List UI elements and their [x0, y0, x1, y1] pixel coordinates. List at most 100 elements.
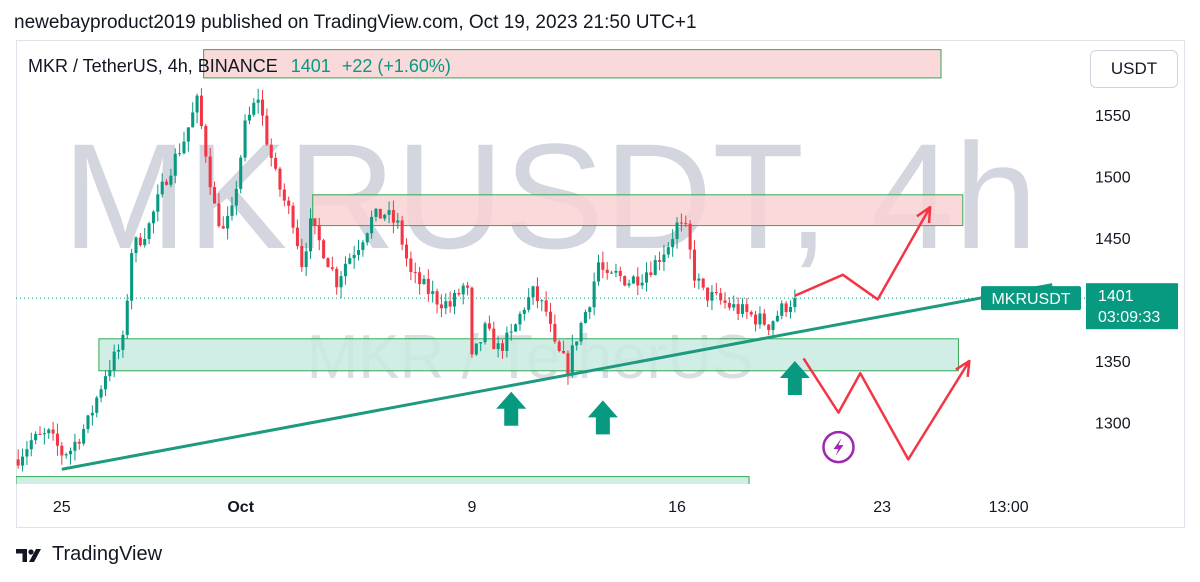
candle-body: [531, 286, 535, 298]
candle-body: [387, 210, 391, 215]
candle-body: [740, 304, 745, 314]
candle-body: [518, 313, 522, 325]
candle-body: [544, 300, 548, 312]
candle-body: [631, 276, 635, 284]
projection-down-path: [802, 357, 971, 461]
candle-body: [522, 309, 526, 314]
candle-body: [313, 218, 317, 226]
candle-body: [426, 278, 430, 294]
candle-body: [278, 168, 282, 190]
projection-down-path-arrowhead: [955, 359, 971, 377]
candle-body: [466, 285, 470, 288]
candle-body: [780, 303, 784, 316]
candle-body: [370, 216, 374, 234]
candle-body: [452, 292, 457, 307]
candle-body: [505, 332, 509, 351]
price-tag-value: 1401: [1098, 288, 1134, 305]
candle-body: [749, 312, 753, 315]
candle-body: [69, 450, 73, 455]
candle-body: [723, 300, 727, 303]
candle-body: [112, 351, 116, 371]
candle-body: [579, 323, 583, 342]
candle-body: [226, 215, 230, 229]
candle-body: [793, 298, 797, 308]
candle-body: [614, 270, 618, 273]
x-tick-label: 25: [53, 499, 71, 516]
candle-body: [688, 223, 692, 250]
candle-body: [457, 292, 461, 295]
candle-body: [295, 227, 299, 247]
candle-body: [47, 429, 51, 434]
candle-body: [343, 263, 347, 277]
candle-body: [483, 323, 487, 343]
candle-body: [771, 321, 775, 330]
candle-body: [108, 370, 112, 377]
y-tick-label: 1500: [1095, 169, 1131, 186]
candle-body: [500, 343, 505, 351]
symbol-name[interactable]: MKR / TetherUS, 4h, BINANCE: [28, 56, 278, 76]
candle-body: [86, 415, 90, 430]
candle-body: [95, 397, 99, 413]
price-tag-symbol-bg: [981, 286, 1081, 311]
candle-body: [361, 242, 365, 251]
candle-body: [29, 440, 33, 450]
candle-body: [21, 456, 25, 466]
candle-body: [378, 208, 382, 219]
y-tick-label: 1550: [1095, 108, 1131, 125]
candle-body: [448, 301, 452, 307]
candle-body: [623, 276, 627, 286]
candle-body: [775, 315, 779, 322]
candle-body: [736, 304, 740, 314]
candle-body: [514, 324, 518, 332]
candle-body: [662, 254, 666, 262]
candle-body: [553, 323, 557, 342]
candle-body: [204, 126, 208, 157]
candle-body: [422, 278, 426, 285]
y-tick-label: 1300: [1095, 415, 1131, 432]
publish-info: newebayproduct2019 published on TradingV…: [14, 12, 697, 33]
candle-body: [732, 304, 736, 308]
candle-body: [701, 278, 705, 288]
candle-body: [684, 223, 688, 225]
candle-body: [304, 251, 308, 268]
candle-body: [55, 433, 59, 446]
candle-body: [326, 258, 330, 268]
candle-body: [191, 112, 195, 128]
candle-body: [322, 240, 326, 259]
projection-up-path: [794, 206, 932, 301]
candle-body: [575, 341, 579, 346]
candle-body: [605, 269, 609, 273]
candle-body: [38, 433, 42, 435]
candle-body: [239, 157, 243, 189]
candle-body: [692, 249, 697, 281]
candle-body: [130, 253, 134, 301]
candle-body: [627, 283, 631, 286]
zone-resistance-mid: [312, 194, 964, 227]
x-tick-label: 23: [873, 499, 891, 516]
candle-body: [391, 210, 395, 223]
candle-body: [90, 412, 94, 416]
legend-change: +22 (+1.60%): [341, 56, 451, 76]
x-tick-label: 13:00: [989, 499, 1029, 516]
currency-button[interactable]: USDT: [1090, 50, 1178, 88]
x-tick-label: Oct: [227, 499, 254, 516]
candle-body: [383, 214, 387, 219]
candle-body: [727, 302, 731, 308]
candle-body: [352, 254, 356, 259]
candle-body: [291, 205, 295, 228]
candle-body: [252, 102, 256, 115]
candle-body: [287, 200, 291, 206]
lightning-bolt: [833, 438, 844, 457]
candle-body: [758, 313, 762, 325]
candle-body: [557, 341, 561, 352]
candle-body: [431, 291, 435, 294]
candle-body: [335, 268, 339, 288]
candle-body: [117, 349, 121, 352]
candle-body: [134, 237, 138, 254]
plot-layer: MKRUSDT, 4hMKR / TetherUS: [16, 49, 1085, 484]
candle-body: [348, 258, 352, 264]
candle-body: [636, 276, 640, 286]
candle-body: [247, 114, 251, 121]
candle-body: [562, 351, 566, 354]
